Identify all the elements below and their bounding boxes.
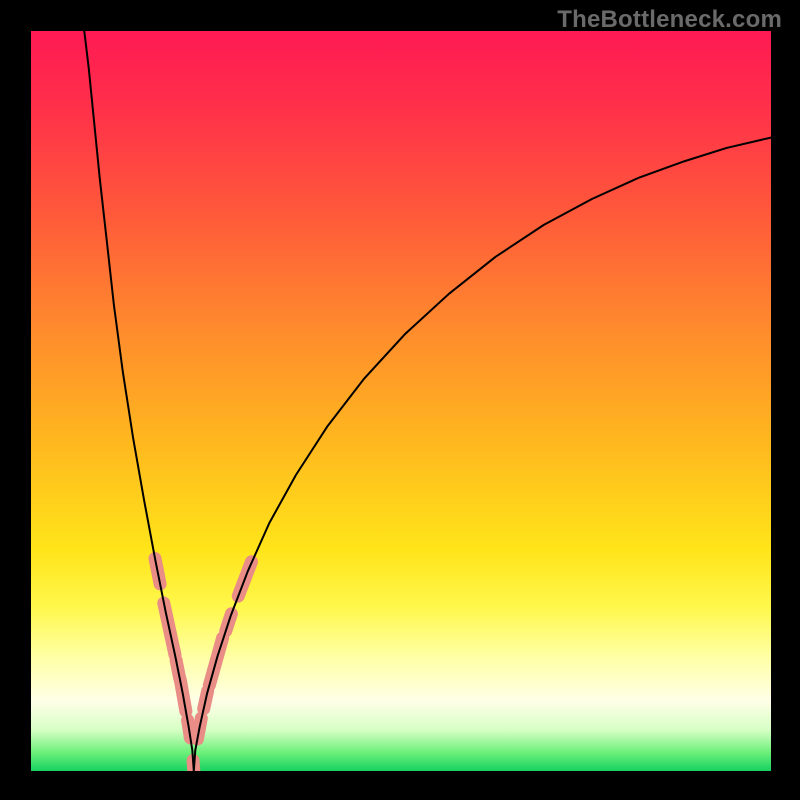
- plot-area: [31, 31, 771, 771]
- stage: TheBottleneck.com: [0, 0, 800, 800]
- chart-svg-layer: [31, 31, 771, 771]
- bottleneck-curve: [84, 31, 771, 771]
- watermark-text: TheBottleneck.com: [557, 6, 782, 34]
